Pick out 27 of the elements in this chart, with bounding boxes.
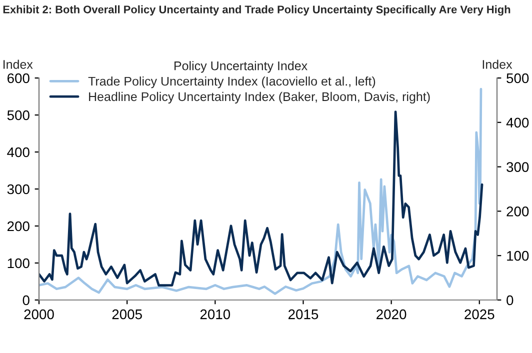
line-series: [39, 88, 482, 295]
y2-tick-label: 100: [507, 250, 529, 261]
line-series: [39, 110, 484, 287]
x-tick-label: 2015: [288, 309, 318, 320]
y2-tick-label: 300: [506, 162, 529, 172]
x-tick-label: 2025: [464, 309, 494, 320]
y-tick-label: 100: [8, 258, 30, 268]
legend-label: Trade Policy Uncertainty Index (Iacoviello et al., left): [88, 76, 376, 88]
y-tick-label: 400: [7, 147, 30, 158]
x-tick-label: 2005: [112, 309, 142, 320]
y-tick-label: 200: [8, 221, 30, 232]
x-tick-label: 2000: [24, 309, 54, 320]
chart-title: Exhibit 2: Both Overall Policy Uncertainty and Trade Policy Uncertainty Specifically Are Very High: [3, 5, 510, 16]
y-axis-title: Index: [4, 60, 33, 69]
x-tick-label: 2020: [376, 309, 406, 320]
y-tick-label: 0: [22, 295, 30, 306]
y2-tick-label: 500: [506, 73, 529, 84]
y2-tick-label: 400: [506, 118, 529, 128]
y2-tick-label: 200: [506, 206, 529, 216]
y-tick-label: 500: [7, 110, 30, 120]
legend-label: Headline Policy Uncertainty Index (Baker, Bloom, Davis, right): [89, 92, 430, 104]
legend-title: Policy Uncertainty Index: [174, 61, 308, 73]
y-tick-label: 300: [7, 184, 30, 194]
y-tick-label: 600: [8, 73, 30, 84]
x-tick-label: 2010: [200, 309, 230, 320]
y2-tick-label: 0: [506, 295, 514, 306]
y2-axis-title: Index: [482, 60, 512, 69]
